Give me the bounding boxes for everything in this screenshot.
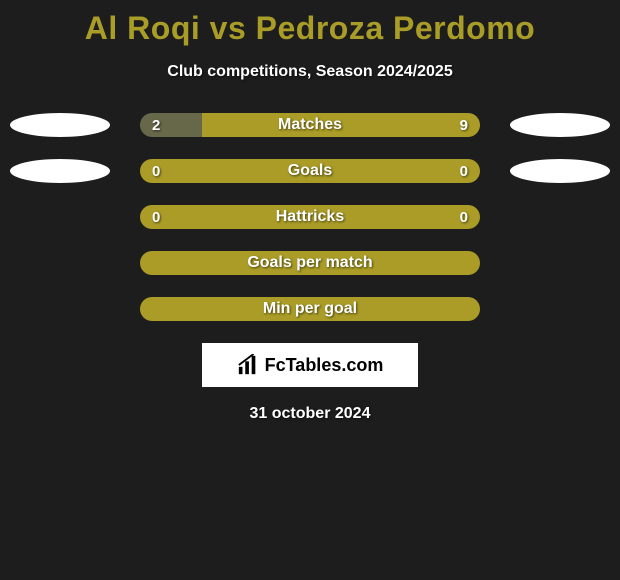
bar-segment-full [140,159,480,183]
stat-row-matches: Matches29 [0,113,620,137]
avatar-placeholder-home [10,159,110,183]
bar-value-away: 0 [460,159,468,183]
bar-value-home: 0 [152,205,160,229]
stat-bar-goals: Goals00 [140,159,480,183]
stat-bar-min-per-goal: Min per goal [140,297,480,321]
stat-bar-matches: Matches29 [140,113,480,137]
stat-bar-goals-per-match: Goals per match [140,251,480,275]
stat-row-min-per-goal: Min per goal [0,297,620,321]
bar-value-away: 9 [460,113,468,137]
logo-text: FcTables.com [265,355,384,376]
stat-row-goals: Goals00 [0,159,620,183]
bar-segment-full [140,297,480,321]
title-vs: vs [210,10,247,46]
bar-value-home: 0 [152,159,160,183]
bar-segment-away [202,113,480,137]
date-stamp: 31 october 2024 [0,405,620,423]
title-player-home: Al Roqi [85,10,200,46]
comparison-infographic: Al Roqi vs Pedroza Perdomo Club competit… [0,0,620,580]
subtitle: Club competitions, Season 2024/2025 [0,63,620,81]
bar-value-home: 2 [152,113,160,137]
bar-segment-full [140,205,480,229]
avatar-placeholder-away [510,159,610,183]
stat-row-hattricks: Hattricks00 [0,205,620,229]
title-player-away: Pedroza Perdomo [256,10,536,46]
bar-chart-icon [237,354,259,376]
stat-rows: Matches29Goals00Hattricks00Goals per mat… [0,113,620,321]
avatar-placeholder-home [10,113,110,137]
logo-box: FcTables.com [202,343,418,387]
stat-row-goals-per-match: Goals per match [0,251,620,275]
bar-value-away: 0 [460,205,468,229]
page-title: Al Roqi vs Pedroza Perdomo [0,0,620,47]
avatar-placeholder-away [510,113,610,137]
bar-segment-full [140,251,480,275]
bar-segment-home [140,113,202,137]
stat-bar-hattricks: Hattricks00 [140,205,480,229]
